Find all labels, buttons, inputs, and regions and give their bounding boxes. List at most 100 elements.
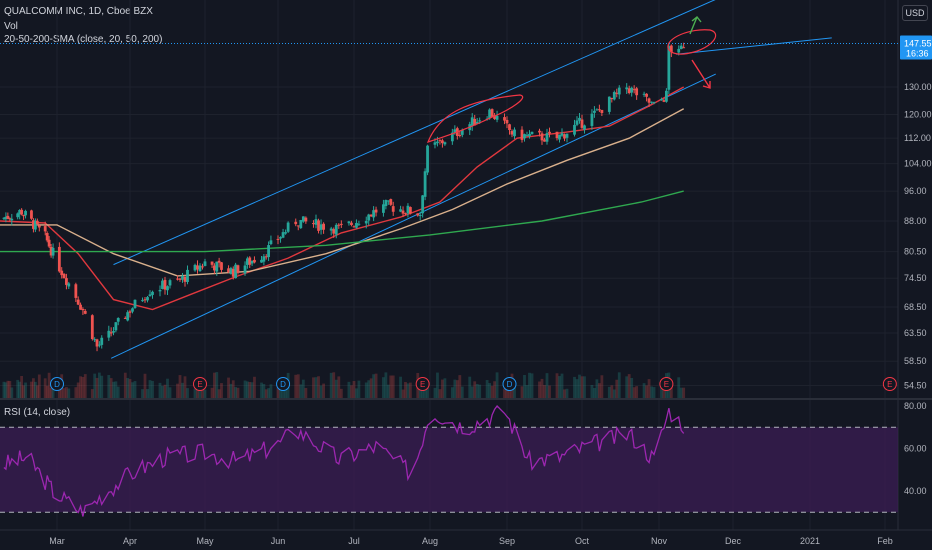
candle (458, 134, 462, 136)
candle (163, 279, 167, 290)
volume-bar (317, 376, 320, 398)
volume-bar (490, 385, 494, 398)
volume-bar (438, 389, 442, 398)
event-marker-label: E (420, 380, 425, 389)
volume-bar (267, 388, 270, 398)
channel-line-upper (113, 0, 716, 266)
volume-bar (236, 387, 240, 398)
event-marker-e (659, 377, 674, 391)
candle (2, 217, 6, 219)
candle (128, 311, 132, 313)
volume-bar (583, 376, 586, 398)
candle (284, 232, 287, 234)
candle (418, 215, 422, 217)
event-marker-label: D (54, 380, 60, 389)
time-tick-label: Mar (49, 536, 65, 546)
candle (264, 256, 268, 258)
volume-bar (560, 373, 564, 398)
candle (642, 93, 646, 95)
volume-bar (384, 372, 388, 398)
volume-bar (426, 382, 429, 398)
candle (181, 275, 184, 280)
price-tick-label: 104.00 (904, 159, 932, 169)
candle (22, 215, 25, 217)
candle (513, 129, 516, 137)
candle (123, 317, 127, 319)
volume-bar (593, 387, 596, 398)
volume-bar (304, 387, 308, 398)
candle (443, 142, 447, 145)
candle (312, 223, 315, 225)
volume-bar (520, 386, 524, 398)
volume-bar (186, 388, 189, 398)
volume-bar (65, 387, 68, 398)
event-marker-e (415, 377, 430, 391)
volume-bar (319, 385, 323, 398)
candle (146, 297, 149, 301)
volume-bar (538, 381, 541, 398)
candle (450, 132, 454, 142)
candle (243, 265, 247, 274)
volume-bar (234, 387, 238, 398)
candle (269, 240, 273, 245)
volume-bar (458, 375, 462, 398)
time-tick-label: Nov (651, 536, 668, 546)
candle (438, 140, 442, 142)
volume-bar (543, 385, 546, 398)
volume-bar (10, 387, 14, 398)
event-marker-d (50, 377, 64, 391)
volume-bar (406, 383, 410, 398)
candle (635, 88, 639, 96)
volume-bar (650, 386, 653, 398)
volume-bar (93, 373, 97, 398)
candle (573, 124, 576, 135)
candle (528, 133, 531, 137)
volume-bar (493, 381, 496, 398)
volume-bar (545, 373, 549, 398)
volume-bar (367, 380, 371, 398)
candle (262, 256, 266, 262)
candle (32, 220, 35, 229)
price-tick-label: 68.50 (904, 302, 927, 312)
candle (10, 218, 14, 221)
volume-bar (337, 376, 341, 398)
candle (460, 129, 464, 135)
volume-bar (505, 383, 509, 398)
candle (83, 310, 87, 314)
volume-bar (364, 382, 368, 398)
volume-bar (260, 382, 263, 398)
candle (406, 205, 410, 214)
down-arrow (691, 59, 711, 89)
candle (186, 269, 189, 282)
volume-bar (264, 389, 268, 398)
candle (382, 204, 385, 213)
volume-bar (62, 388, 66, 398)
candle (6, 215, 10, 219)
candle (299, 220, 303, 229)
candle (33, 220, 37, 230)
candle (236, 265, 240, 273)
volume-bar (296, 374, 300, 398)
currency-button[interactable]: USD (902, 5, 928, 21)
volume-bar (18, 381, 22, 398)
price-tick-label: 54.50 (904, 381, 927, 391)
volume-bar (460, 386, 464, 398)
volume-bar (523, 374, 526, 398)
candle (74, 284, 78, 298)
volume-bar (339, 388, 343, 398)
candle (645, 93, 648, 97)
time-tick-label: Jun (271, 536, 286, 546)
candle (248, 257, 252, 265)
candle (51, 247, 55, 256)
candle (416, 213, 420, 216)
volume-bar (81, 376, 85, 398)
candle (523, 134, 526, 139)
volume-bar (617, 372, 621, 398)
volume-bar (418, 385, 422, 398)
rsi-band (0, 427, 898, 513)
candle (332, 229, 336, 234)
volume-bar (488, 383, 492, 398)
volume-bar (123, 372, 127, 398)
candle (107, 330, 111, 338)
